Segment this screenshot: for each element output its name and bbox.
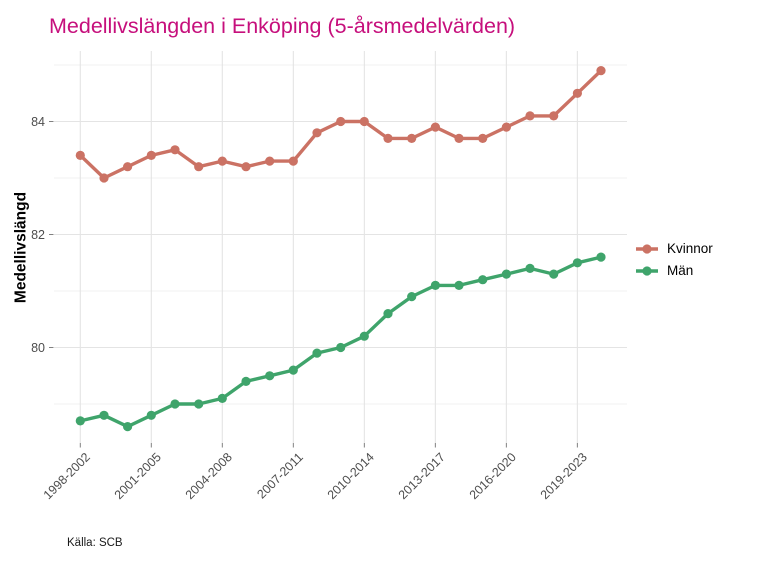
series-point-mn (383, 309, 393, 319)
legend-item-man: Män (634, 262, 713, 279)
series-point-mn (525, 263, 535, 273)
series-point-mn (194, 399, 204, 409)
legend: Kvinnor Män (634, 240, 713, 279)
y-tick-label: 80 (31, 340, 45, 355)
series-point-kvinnor (478, 133, 488, 143)
series-point-kvinnor (549, 111, 559, 121)
series-point-kvinnor (407, 133, 417, 143)
series-point-kvinnor (217, 156, 227, 166)
series-point-kvinnor (359, 116, 369, 127)
series-point-kvinnor (146, 150, 156, 160)
series-point-kvinnor (312, 128, 322, 138)
series-point-mn (288, 365, 298, 375)
series-point-mn (75, 416, 85, 426)
series-point-mn (312, 348, 322, 358)
series-point-mn (430, 280, 440, 290)
legend-label-kvinnor: Kvinnor (667, 241, 713, 256)
caption-source: Källa: SCB (67, 537, 123, 549)
series-point-kvinnor (525, 111, 535, 121)
series-point-mn (454, 280, 464, 290)
series-point-mn (241, 376, 251, 386)
series-point-kvinnor (430, 122, 440, 132)
series-point-mn (478, 275, 488, 285)
series-point-kvinnor (288, 156, 298, 166)
legend-item-kvinnor: Kvinnor (634, 240, 713, 257)
series-point-kvinnor (75, 150, 85, 160)
y-axis-title: Medellivslängd (12, 191, 30, 304)
series-point-mn (549, 269, 559, 279)
series-point-kvinnor (265, 156, 275, 166)
series-point-kvinnor (194, 162, 204, 172)
series-point-mn (572, 258, 583, 268)
series-point-mn (170, 399, 180, 409)
series-line-mn (78, 255, 603, 429)
series-point-kvinnor (501, 122, 511, 132)
series-point-kvinnor (336, 116, 346, 127)
series-point-kvinnor (383, 133, 393, 143)
series-point-mn (407, 292, 417, 302)
legend-key-man-icon (634, 264, 660, 278)
series-point-kvinnor (170, 145, 180, 155)
series-point-kvinnor (572, 88, 583, 98)
series-point-kvinnor (454, 133, 464, 143)
series-point-kvinnor (596, 66, 606, 76)
series-point-mn (99, 410, 109, 420)
series-point-mn (336, 342, 346, 353)
series-point-mn (359, 331, 369, 341)
series-point-kvinnor (241, 162, 251, 172)
series-point-kvinnor (99, 173, 109, 183)
page-title: Medellivslängden i Enköping (5-årsmedelv… (49, 14, 516, 38)
legend-key-kvinnor-icon (634, 242, 660, 256)
series-point-mn (123, 422, 133, 432)
series-point-kvinnor (123, 162, 133, 172)
series-point-mn (596, 252, 606, 262)
y-tick-label: 84 (31, 114, 45, 129)
series-point-mn (146, 410, 156, 420)
series-point-mn (501, 269, 511, 279)
y-tick-label: 82 (31, 227, 45, 242)
series-point-mn (217, 393, 227, 403)
series-point-mn (265, 371, 275, 381)
legend-label-man: Män (667, 263, 694, 278)
